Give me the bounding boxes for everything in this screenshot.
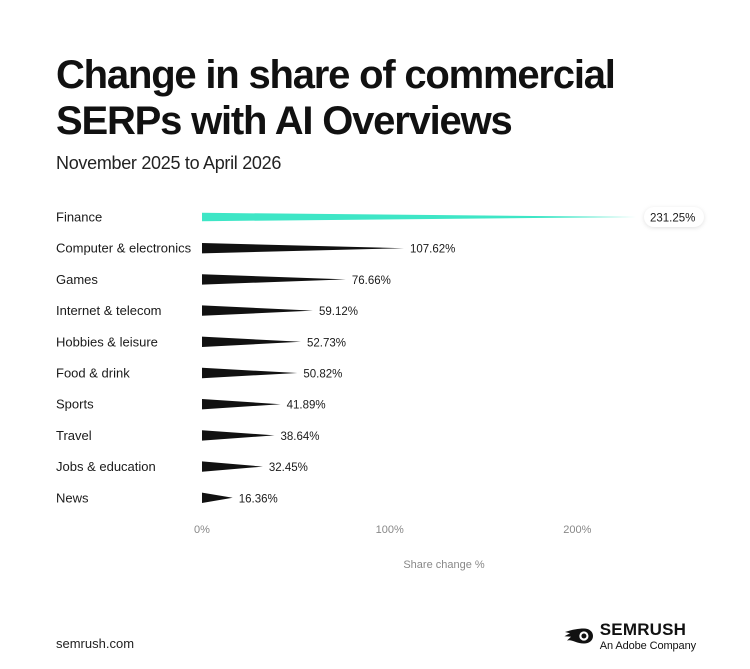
bar (202, 305, 313, 316)
chart-title: Change in share of commercial SERPs with… (56, 52, 716, 144)
bar (202, 336, 301, 347)
value-label: 16.36% (239, 493, 278, 505)
value-label: 50.82% (303, 369, 342, 381)
chart-subtitle: November 2025 to April 2026 (56, 153, 282, 173)
bar (202, 399, 281, 410)
x-tick-label: 100% (376, 524, 404, 536)
x-tick-label: 200% (563, 524, 591, 536)
brand-subtitle: An Adobe Company (599, 639, 696, 652)
x-axis-label: Share change % (403, 559, 485, 571)
x-tick-label: 0% (194, 524, 210, 536)
bar (202, 212, 636, 222)
bar (202, 367, 298, 379)
chart-title-line-1: Change in share of commercial (56, 53, 616, 97)
bar (202, 492, 233, 503)
category-label: Hobbies & leisure (56, 334, 158, 349)
bar (202, 430, 275, 441)
semrush-fireball-icon (564, 628, 593, 644)
category-label: Jobs & education (56, 459, 156, 474)
footer-url: semrush.com (56, 636, 135, 651)
value-label: 107.62% (410, 244, 455, 256)
category-label: Food & drink (56, 366, 130, 381)
category-label: Sports (56, 397, 94, 412)
value-label: 32.45% (269, 462, 308, 474)
bar (202, 274, 346, 285)
brand-name: SEMRUSH (599, 619, 687, 639)
bar (202, 461, 263, 472)
value-label: 52.73% (307, 337, 346, 349)
brand-logo: SEMRUSH An Adobe Company (564, 619, 696, 653)
value-label: 231.25% (650, 213, 695, 225)
bar (202, 243, 404, 254)
value-label: 41.89% (287, 400, 326, 412)
value-label: 38.64% (281, 431, 320, 443)
category-label: News (56, 490, 89, 505)
category-label: Games (56, 272, 98, 287)
category-label: Internet & telecom (56, 303, 162, 318)
category-label: Travel (56, 428, 92, 443)
value-label-background (644, 207, 704, 227)
chart-title-line-2: SERPs with AI Overviews (56, 99, 513, 143)
value-label: 76.66% (352, 275, 391, 287)
category-label: Finance (56, 210, 102, 225)
category-label: Computer & electronics (56, 241, 192, 256)
value-label: 59.12% (319, 306, 358, 318)
